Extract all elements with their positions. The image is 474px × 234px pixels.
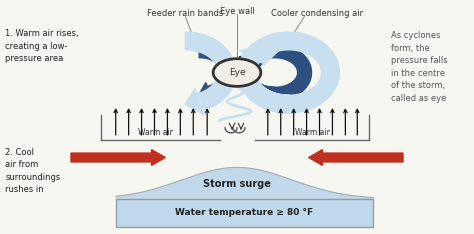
- Text: Feeder rain bands: Feeder rain bands: [147, 9, 223, 18]
- Text: As cyclones
form, the
pressure falls
in the centre
of the storm,
called as eye: As cyclones form, the pressure falls in …: [391, 31, 448, 102]
- Text: 1. Warm air rises,
creating a low-
pressure area: 1. Warm air rises, creating a low- press…: [5, 29, 79, 63]
- Ellipse shape: [213, 59, 261, 86]
- Text: Eye: Eye: [228, 68, 246, 77]
- Text: Storm surge: Storm surge: [203, 179, 271, 189]
- Polygon shape: [199, 44, 236, 99]
- Polygon shape: [238, 32, 339, 113]
- Polygon shape: [199, 83, 214, 103]
- Text: Warm air: Warm air: [138, 128, 173, 137]
- FancyArrow shape: [309, 150, 403, 165]
- Polygon shape: [239, 51, 275, 67]
- Text: Water temperature ≥ 80 °F: Water temperature ≥ 80 °F: [175, 208, 313, 217]
- Text: 2. Cool
air from
surroundings
rushes in: 2. Cool air from surroundings rushes in: [5, 148, 61, 194]
- Text: Warm air: Warm air: [295, 128, 330, 137]
- Polygon shape: [238, 44, 311, 101]
- Polygon shape: [239, 41, 289, 64]
- Text: Eye wall: Eye wall: [219, 7, 255, 16]
- Bar: [116, 199, 373, 227]
- Polygon shape: [185, 89, 205, 115]
- FancyArrow shape: [71, 150, 165, 165]
- Polygon shape: [185, 32, 236, 110]
- Text: Cooler condensing air: Cooler condensing air: [272, 9, 364, 18]
